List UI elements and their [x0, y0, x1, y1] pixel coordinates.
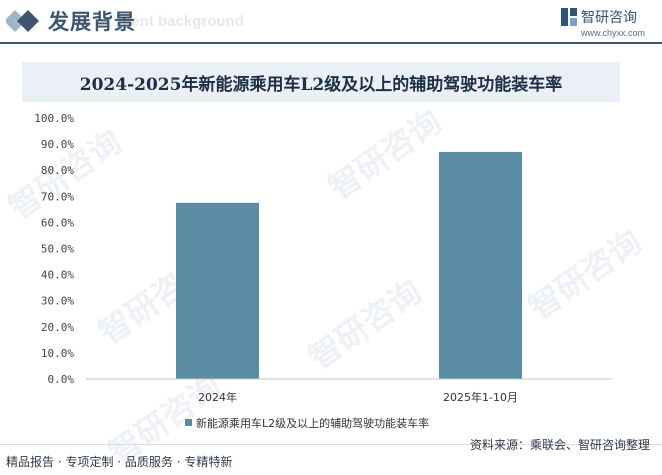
y-tick-label: 10.0%: [41, 347, 74, 360]
bars: [176, 151, 522, 379]
chart-title-bar: 2024-2025年新能源乘用车L2级及以上的辅助驾驶功能装车率: [22, 62, 620, 102]
y-tick-label: 100.0%: [34, 112, 74, 125]
y-tick-label: 40.0%: [41, 269, 74, 282]
y-tick-label: 90.0%: [41, 138, 74, 151]
header-divider: [0, 42, 662, 44]
legend: 新能源乘用车L2级及以上的辅助驾驶功能装车率: [185, 416, 429, 430]
logo-url: www.chyxx.com: [581, 28, 646, 38]
logo-mark-icon: [561, 8, 577, 26]
double-diamond-icon: [6, 10, 39, 32]
footer-divider: [0, 444, 662, 445]
section-header: ment background 发展背景 智研咨询 www.chyxx.com: [0, 0, 662, 44]
footer: 精品报告 · 专项定制 · 品质服务 · 专精特新 资料来源：乘联会、智研咨询整…: [0, 438, 662, 475]
x-tick-label: 2025年1-10月: [443, 390, 518, 404]
data-source: 资料来源：乘联会、智研咨询整理: [469, 438, 650, 452]
bar: [439, 151, 522, 379]
legend-swatch: [185, 419, 192, 426]
bar: [176, 202, 259, 379]
y-tick-label: 70.0%: [41, 190, 74, 203]
y-tick-label: 30.0%: [41, 295, 74, 308]
footer-services: 精品报告 · 专项定制 · 品质服务 · 专精特新: [6, 455, 233, 469]
x-axis: 2024年 2025年1-10月: [86, 378, 612, 404]
y-tick-label: 0.0%: [48, 373, 75, 386]
x-tick-label: 2024年: [198, 390, 237, 404]
y-axis: 0.0% 10.0% 20.0% 30.0% 40.0% 50.0% 60.0% 70.0% 8…: [34, 112, 74, 386]
bar-chart: 0.0% 10.0% 20.0% 30.0% 40.0% 50.0% 60.0% 70.0% 8…: [34, 112, 612, 430]
y-tick-label: 20.0%: [41, 321, 74, 334]
chart-title: 2024-2025年新能源乘用车L2级及以上的辅助驾驶功能装车率: [79, 74, 563, 95]
y-tick-label: 50.0%: [41, 243, 74, 256]
legend-label: 新能源乘用车L2级及以上的辅助驾驶功能装车率: [196, 416, 429, 430]
section-subtitle: ment background: [118, 13, 244, 30]
logo-name: 智研咨询: [581, 10, 637, 26]
y-tick-label: 80.0%: [41, 164, 74, 177]
y-tick-label: 60.0%: [41, 216, 74, 229]
brand-logo: 智研咨询 www.chyxx.com: [560, 6, 660, 42]
section-title: 发展背景: [48, 10, 136, 34]
